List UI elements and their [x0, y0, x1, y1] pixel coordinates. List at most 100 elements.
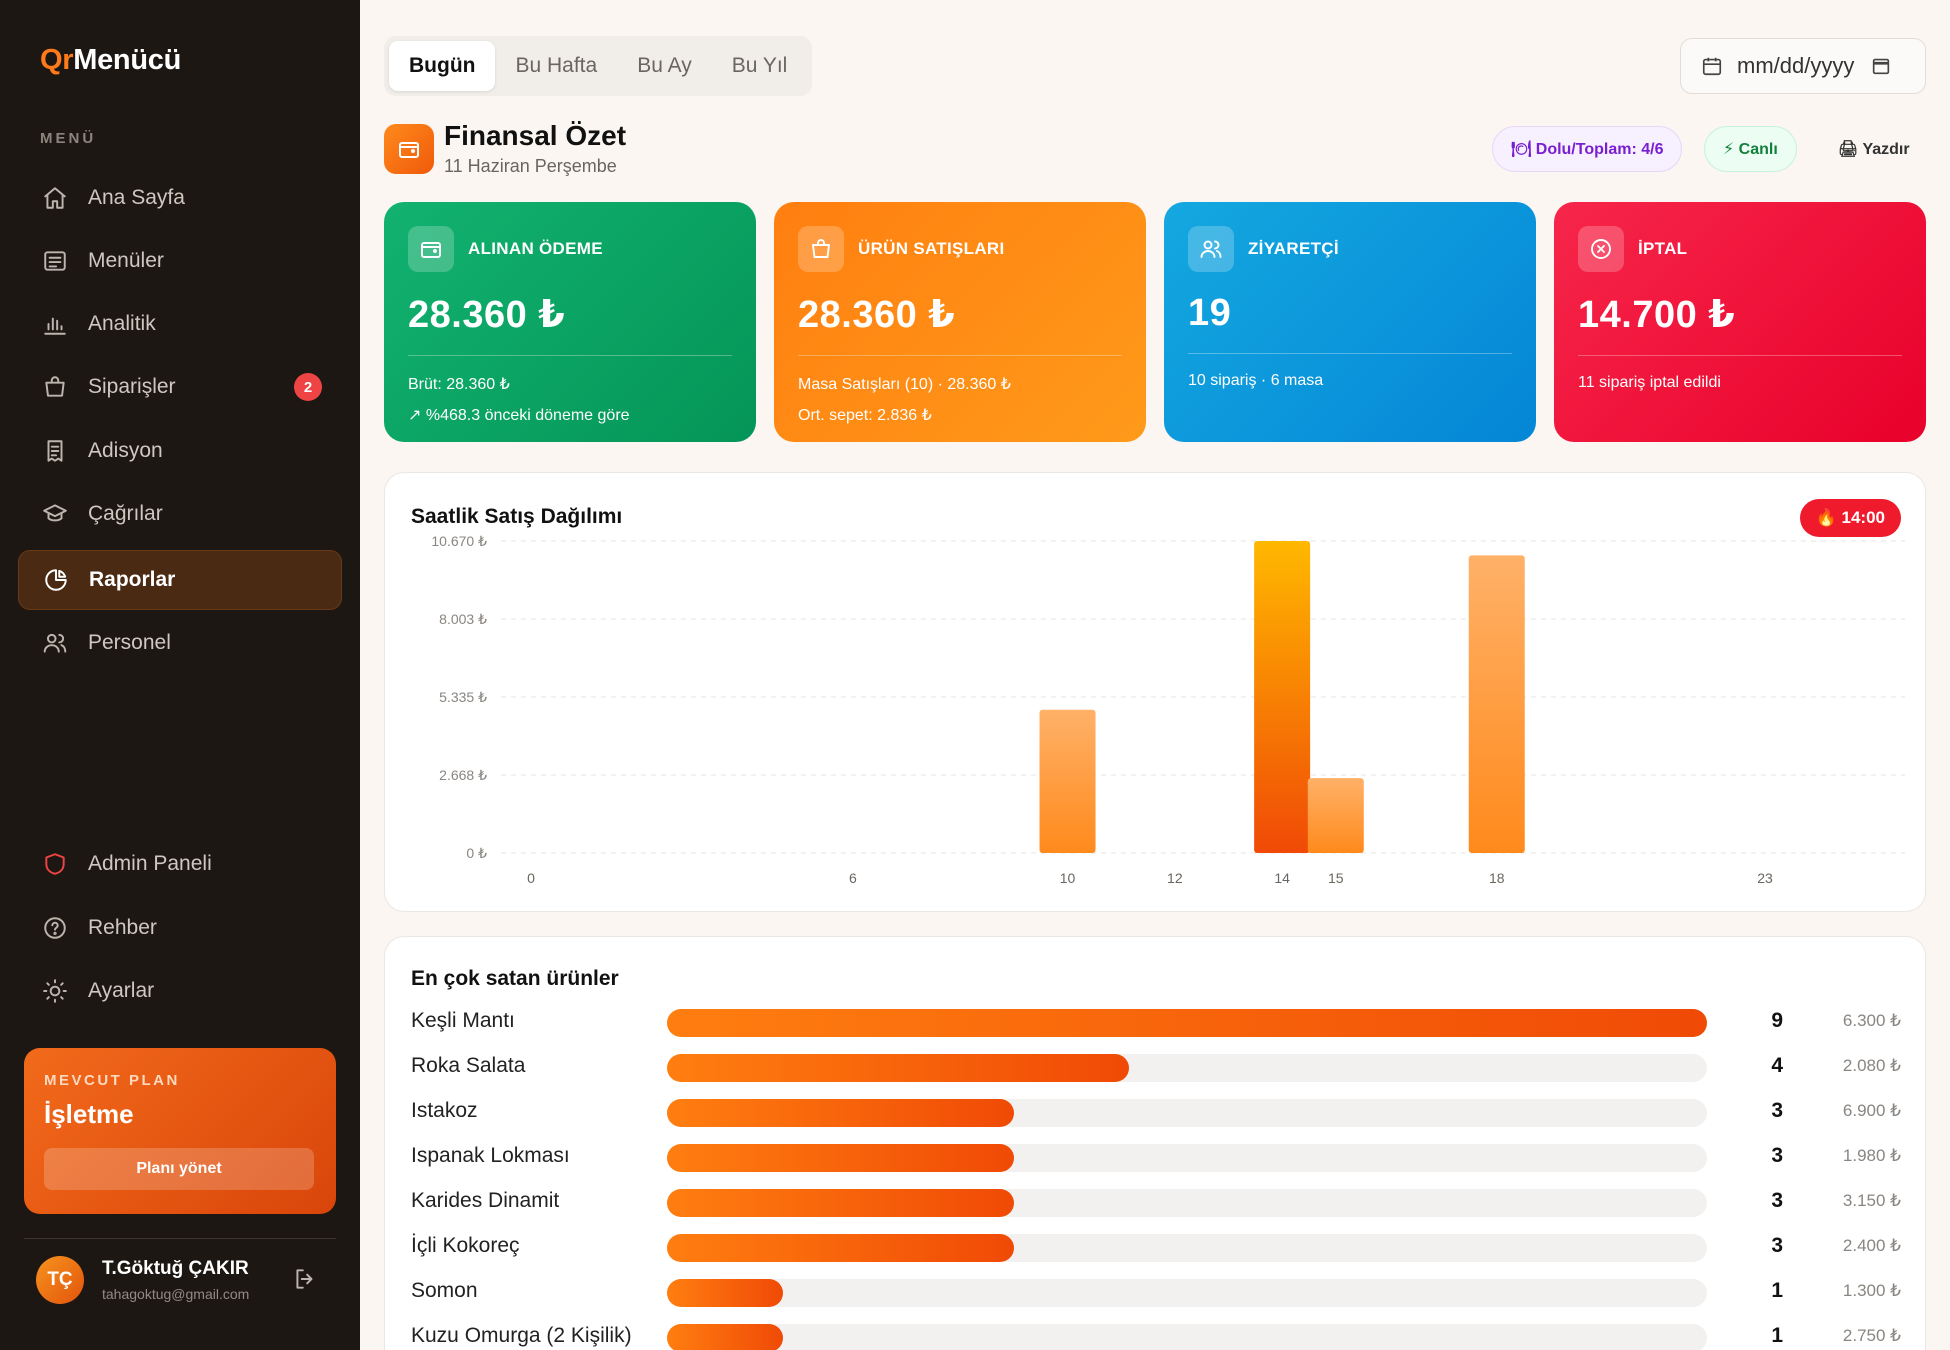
orders-count-badge: 2	[294, 373, 322, 401]
pie-chart-icon	[45, 569, 67, 591]
card-detail: Brüt: 28.360 ₺	[408, 376, 510, 393]
plan-card: MEVCUT PLAN İşletme Planı yönet	[24, 1048, 336, 1214]
chart-bar	[1468, 555, 1525, 853]
user-name: T.Göktuğ ÇAKIR	[102, 1258, 249, 1279]
sidebar-item-personel[interactable]: Personel	[18, 613, 342, 673]
peak-hour-badge: 🔥 14:00	[1799, 499, 1901, 537]
plan-label: MEVCUT PLAN	[44, 1072, 180, 1089]
sidebar-item-ana-sayfa[interactable]: Ana Sayfa	[18, 168, 342, 228]
x-circle-icon	[1578, 226, 1624, 272]
card-label: İPTAL	[1638, 239, 1688, 258]
shopping-bag-icon	[798, 226, 844, 272]
sidebar-item-cagrilar[interactable]: Çağrılar	[18, 484, 342, 544]
product-bar-track	[667, 1099, 1707, 1127]
product-name: Karides Dinamit	[411, 1189, 560, 1212]
product-name: Keşli Mantı	[411, 1009, 515, 1032]
calendar-picker-icon[interactable]	[1870, 55, 1892, 77]
product-row: Karides Dinamit 3 3.150 ₺	[411, 1185, 1901, 1221]
sidebar-item-label: Personel	[88, 631, 171, 654]
product-bar-track	[667, 1144, 1707, 1172]
sun-icon	[43, 979, 67, 1003]
logo-text: Menücü	[73, 44, 182, 76]
sidebar-item-label: Adisyon	[88, 439, 163, 462]
product-row: Somon 1 1.300 ₺	[411, 1275, 1901, 1311]
sidebar-item-raporlar[interactable]: Raporlar	[18, 550, 342, 610]
product-name: Kuzu Omurga (2 Kişilik)	[411, 1324, 632, 1347]
tab-bu-yil[interactable]: Bu Yıl	[731, 54, 788, 77]
user-profile[interactable]: TÇ T.Göktuğ ÇAKIR tahagoktug@gmail.com	[36, 1256, 249, 1304]
product-amount: 3.150 ₺	[1842, 1191, 1901, 1210]
sidebar-item-analitik[interactable]: Analitik	[18, 294, 342, 354]
y-tick-label: 0 ₺	[466, 845, 487, 861]
date-input[interactable]: mm/dd/yyyy	[1680, 38, 1926, 94]
card-label: ÜRÜN SATIŞLARI	[858, 239, 1005, 258]
product-qty: 1	[1771, 1279, 1783, 1302]
product-row: Istakoz 3 6.900 ₺	[411, 1095, 1901, 1131]
product-bar-fill	[667, 1009, 1707, 1037]
logout-icon	[296, 1269, 313, 1289]
sidebar-item-adisyon[interactable]: Adisyon	[18, 421, 342, 481]
product-bar-fill	[667, 1144, 1014, 1172]
tab-bu-hafta[interactable]: Bu Hafta	[515, 54, 598, 77]
card-detail: Ort. sepet: 2.836 ₺	[798, 407, 932, 424]
app-logo[interactable]: QrMenücü	[40, 44, 181, 77]
tab-bu-ay[interactable]: Bu Ay	[637, 54, 692, 77]
card-detail: Masa Satışları (10) · 28.360 ₺	[798, 376, 1011, 393]
product-bar-fill	[667, 1234, 1014, 1262]
shopping-bag-icon	[45, 376, 65, 397]
print-button[interactable]: 🖨 Yazdır	[1838, 141, 1910, 158]
plan-name: İşletme	[44, 1099, 134, 1129]
card-label: ZİYARETÇİ	[1248, 239, 1339, 258]
product-name: Somon	[411, 1279, 478, 1302]
product-qty: 3	[1771, 1144, 1783, 1167]
stat-card-product-sales: ÜRÜN SATIŞLARI 28.360 ₺ Masa Satışları (…	[774, 202, 1146, 442]
menu-heading: MENÜ	[40, 130, 97, 147]
x-tick-label: 15	[1328, 870, 1344, 886]
tab-bugun[interactable]: Bugün	[389, 41, 496, 91]
avatar: TÇ	[36, 1256, 84, 1304]
product-qty: 4	[1771, 1054, 1783, 1077]
sidebar-item-label: Ana Sayfa	[88, 186, 185, 209]
product-amount: 2.750 ₺	[1842, 1326, 1901, 1345]
product-row: Keşli Mantı 9 6.300 ₺	[411, 1005, 1901, 1041]
sidebar-item-label: Raporlar	[89, 568, 176, 591]
user-email: tahagoktug@gmail.com	[102, 1286, 250, 1302]
sidebar-item-label: Analitik	[88, 312, 156, 335]
x-tick-label: 0	[527, 870, 535, 886]
sidebar-item-ayarlar[interactable]: Ayarlar	[18, 961, 342, 1021]
y-tick-label: 10.670 ₺	[431, 533, 487, 549]
card-value: 28.360 ₺	[798, 294, 956, 336]
menu-list-icon	[44, 251, 66, 271]
sidebar: QrMenücü MENÜ Ana Sayfa Menüler Analitik…	[0, 0, 360, 1350]
product-row: Kuzu Omurga (2 Kişilik) 1 2.750 ₺	[411, 1320, 1901, 1350]
card-detail: 10 sipariş · 6 masa	[1188, 372, 1324, 389]
sidebar-item-siparisler[interactable]: Siparişler 2	[18, 357, 342, 417]
product-amount: 6.900 ₺	[1842, 1101, 1901, 1120]
help-circle-icon	[44, 917, 66, 939]
x-tick-label: 23	[1757, 870, 1773, 886]
product-qty: 9	[1771, 1009, 1783, 1032]
sidebar-item-menuler[interactable]: Menüler	[18, 231, 342, 291]
x-tick-label: 18	[1489, 870, 1505, 886]
users-icon	[1188, 226, 1234, 272]
product-qty: 3	[1771, 1189, 1783, 1212]
period-tabs: Bugün Bu Hafta Bu Ay Bu Yıl	[384, 36, 813, 96]
bar-chart-icon	[44, 317, 66, 335]
chart-title: Saatlik Satış Dağılımı	[411, 505, 623, 528]
x-tick-label: 12	[1167, 870, 1183, 886]
logout-button[interactable]	[292, 1266, 318, 1292]
product-amount: 1.980 ₺	[1842, 1146, 1901, 1165]
product-amount: 2.400 ₺	[1842, 1236, 1901, 1255]
sidebar-item-label: Siparişler	[88, 375, 176, 398]
date-placeholder: mm/dd/yyyy	[1737, 53, 1855, 78]
product-bar-track	[667, 1279, 1707, 1307]
product-bar-track	[667, 1234, 1707, 1262]
sidebar-item-label: Çağrılar	[88, 502, 163, 525]
chart-bar	[1307, 778, 1364, 853]
product-bar-track	[667, 1009, 1707, 1037]
sidebar-item-admin-paneli[interactable]: Admin Paneli	[18, 834, 342, 894]
sidebar-item-rehber[interactable]: Rehber	[18, 898, 342, 958]
manage-plan-button[interactable]: Planı yönet	[44, 1148, 314, 1190]
shield-icon	[45, 853, 65, 875]
product-qty: 1	[1771, 1324, 1783, 1347]
